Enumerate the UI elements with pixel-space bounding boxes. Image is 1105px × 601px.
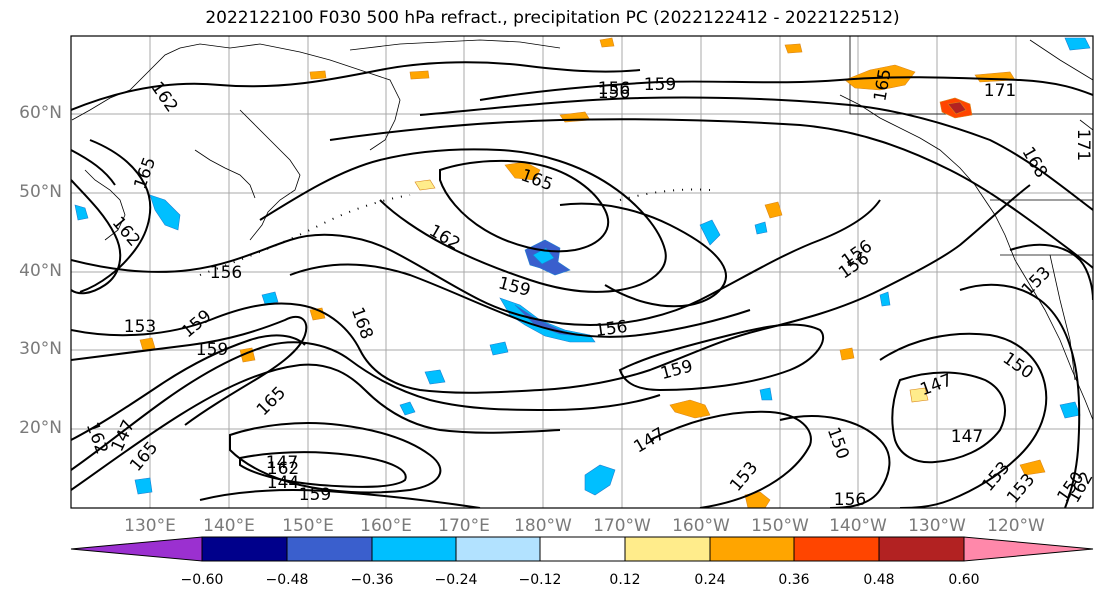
colorbar-tick: −0.36 [350, 572, 394, 588]
lon-label: 120°W [987, 516, 1045, 536]
contour-label: 144 [267, 473, 299, 493]
colorbar-tick: 0.36 [778, 572, 810, 588]
colorbar-segment [201, 536, 288, 562]
contour-label: 147 [951, 427, 983, 447]
lon-label: 130°E [124, 516, 176, 536]
contour-label: 159 [644, 75, 676, 95]
lon-label: 170°W [593, 516, 651, 536]
colorbar-segment [371, 536, 457, 562]
lon-label: 180°W [514, 516, 572, 536]
colorbar-segment [878, 536, 965, 562]
contour-label: 171 [984, 81, 1016, 101]
colorbar-segment [624, 536, 711, 562]
colorbar-segment [963, 536, 1094, 562]
colorbar-segment [286, 536, 373, 562]
colorbar-segment [455, 536, 541, 562]
lon-label: 160°E [360, 516, 412, 536]
colorbar-tick: −0.48 [265, 572, 309, 588]
colorbar-tick: 0.60 [948, 572, 980, 588]
colorbar-tick: 0.48 [863, 572, 895, 588]
contour-label: 156 [210, 263, 242, 283]
contour-label: 156 [598, 79, 630, 99]
contour-label: 153 [124, 317, 156, 337]
map-frame [70, 35, 1094, 509]
colorbar-tick: −0.24 [434, 572, 478, 588]
contour-label: 147 [266, 453, 298, 473]
lon-label: 170°E [438, 516, 490, 536]
colorbar-tick: −0.12 [518, 572, 562, 588]
lat-label: 40°N [19, 261, 62, 281]
lon-label: 130°W [908, 516, 966, 536]
lat-label: 20°N [19, 418, 62, 438]
colorbar-segment [539, 536, 626, 562]
colorbar-tick: 0.12 [609, 572, 641, 588]
lon-label: 140°E [203, 516, 255, 536]
lon-label: 150°W [751, 516, 809, 536]
lat-label: 60°N [19, 103, 62, 123]
contour-label: 156 [834, 490, 866, 510]
contour-label: 159 [299, 485, 331, 505]
lat-label: 30°N [19, 339, 62, 359]
colorbar-segment [793, 536, 880, 562]
dotted-contours [199, 188, 711, 276]
contour-label: 162 [267, 459, 299, 479]
colorbar-segment [70, 536, 203, 562]
contour-label: 156 [594, 317, 629, 341]
chart-title: 2022122100 F030 500 hPa refract., precip… [205, 8, 900, 28]
colorbar-tick: 0.24 [694, 572, 726, 588]
lon-label: 140°W [829, 516, 887, 536]
colorbar-tick: −0.60 [180, 572, 224, 588]
contour-label: 159 [196, 340, 228, 360]
colorbar-segment [709, 536, 795, 562]
lon-label: 150°E [282, 516, 334, 536]
refractivity-contours [71, 61, 1093, 508]
colorbar [70, 536, 1094, 562]
lat-label: 50°N [19, 182, 62, 202]
contour-label: 171 [1073, 129, 1093, 161]
lon-label: 160°W [672, 516, 730, 536]
contour-label: 156 [598, 83, 630, 103]
